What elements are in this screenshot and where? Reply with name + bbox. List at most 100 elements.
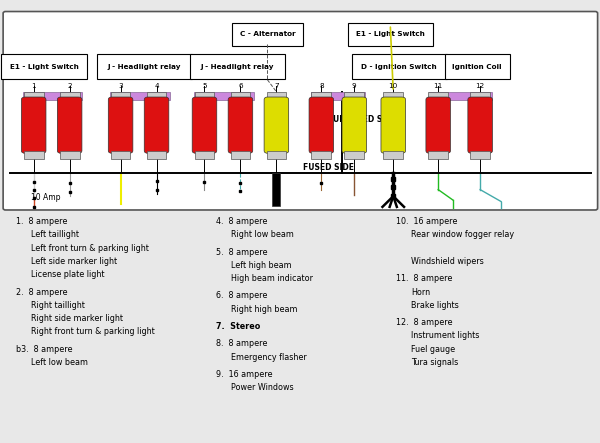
Text: J - Headlight relay: J - Headlight relay [108, 64, 181, 70]
Bar [311, 92, 365, 100]
Text: 2: 2 [67, 83, 72, 89]
FancyBboxPatch shape [264, 97, 289, 153]
Text: 8.  8 ampere: 8. 8 ampere [217, 339, 268, 348]
Text: 9: 9 [352, 83, 356, 89]
FancyBboxPatch shape [468, 97, 493, 153]
Text: Instrument lights: Instrument lights [411, 331, 479, 340]
Bar [344, 92, 364, 100]
Bar [146, 92, 166, 100]
Bar [266, 92, 286, 100]
Text: Right side marker light: Right side marker light [31, 314, 122, 323]
FancyBboxPatch shape [190, 54, 285, 79]
Bar [383, 151, 403, 159]
Text: Left low beam: Left low beam [31, 358, 88, 367]
Text: 10.  16 ampere: 10. 16 ampere [396, 217, 458, 226]
FancyBboxPatch shape [97, 54, 192, 79]
Text: 7.  Stereo: 7. Stereo [217, 322, 261, 331]
Text: 8: 8 [319, 83, 323, 89]
Bar [194, 92, 254, 100]
Bar [24, 92, 44, 100]
Text: Fuel gauge: Fuel gauge [411, 345, 455, 354]
Text: 1: 1 [31, 83, 36, 89]
FancyBboxPatch shape [144, 97, 169, 153]
FancyBboxPatch shape [108, 97, 133, 153]
Bar [470, 92, 490, 100]
Text: Left taillight: Left taillight [31, 230, 79, 239]
FancyBboxPatch shape [352, 54, 446, 79]
Text: J - Headlight relay: J - Headlight relay [200, 64, 274, 70]
FancyBboxPatch shape [342, 97, 367, 153]
Text: High beam indicator: High beam indicator [232, 274, 313, 283]
Text: 12.  8 ampere: 12. 8 ampere [396, 318, 453, 327]
FancyBboxPatch shape [309, 97, 334, 153]
Text: 7: 7 [274, 83, 279, 89]
Bar [266, 151, 286, 159]
Text: 5.  8 ampere: 5. 8 ampere [217, 248, 268, 256]
Text: Power Windows: Power Windows [232, 383, 294, 392]
Text: Left front turn & parking light: Left front turn & parking light [31, 244, 149, 253]
Bar [23, 92, 82, 100]
Bar [311, 151, 331, 159]
Bar [311, 92, 331, 100]
Bar [344, 151, 364, 159]
Bar [60, 92, 80, 100]
Text: 3: 3 [118, 83, 123, 89]
Bar [110, 92, 130, 100]
Text: 10 Amp: 10 Amp [31, 193, 61, 202]
FancyBboxPatch shape [22, 97, 46, 153]
Text: License plate light: License plate light [31, 270, 104, 279]
Bar [428, 151, 448, 159]
Text: 5: 5 [202, 83, 207, 89]
FancyBboxPatch shape [1, 54, 87, 79]
Text: FUSED SIDE: FUSED SIDE [304, 163, 355, 172]
Bar [230, 151, 250, 159]
Text: Left high beam: Left high beam [232, 261, 292, 270]
Text: Windshield wipers: Windshield wipers [411, 257, 484, 266]
Bar [146, 151, 166, 159]
Text: Right high beam: Right high beam [232, 305, 298, 314]
Text: 2.  8 ampere: 2. 8 ampere [16, 288, 67, 296]
Text: 4.  8 ampere: 4. 8 ampere [217, 217, 268, 226]
FancyBboxPatch shape [192, 97, 217, 153]
FancyBboxPatch shape [381, 97, 406, 153]
Bar [470, 151, 490, 159]
Text: Brake lights: Brake lights [411, 301, 459, 310]
FancyBboxPatch shape [426, 97, 451, 153]
Text: Rear window fogger relay: Rear window fogger relay [411, 230, 514, 239]
FancyBboxPatch shape [228, 97, 253, 153]
Text: 6: 6 [238, 83, 243, 89]
FancyBboxPatch shape [445, 54, 509, 79]
Text: Tura signals: Tura signals [411, 358, 458, 367]
Text: Right front turn & parking light: Right front turn & parking light [31, 327, 154, 336]
Text: 11: 11 [434, 83, 443, 89]
Text: 11.  8 ampere: 11. 8 ampere [396, 274, 452, 283]
Text: Left side marker light: Left side marker light [31, 257, 117, 266]
Text: E1 - Light Switch: E1 - Light Switch [10, 64, 79, 70]
Bar [194, 92, 214, 100]
FancyBboxPatch shape [232, 23, 303, 46]
FancyBboxPatch shape [3, 12, 598, 210]
Text: Emergency flasher: Emergency flasher [232, 353, 307, 361]
Text: Horn: Horn [411, 288, 430, 296]
Text: C - Alternator: C - Alternator [239, 31, 295, 37]
Text: 12: 12 [476, 83, 485, 89]
Text: Right taillight: Right taillight [31, 301, 85, 310]
Text: 9.  16 ampere: 9. 16 ampere [217, 370, 273, 379]
Text: UNFUSED SIDE: UNFUSED SIDE [334, 115, 397, 124]
Bar [110, 92, 170, 100]
Bar [110, 151, 130, 159]
Text: Ignition Coil: Ignition Coil [452, 64, 502, 70]
FancyBboxPatch shape [58, 97, 82, 153]
Text: 6.  8 ampere: 6. 8 ampere [217, 291, 268, 300]
Text: 4: 4 [154, 83, 159, 89]
FancyBboxPatch shape [348, 23, 433, 46]
Bar [428, 92, 448, 100]
Text: D - Ignition Switch: D - Ignition Switch [361, 64, 437, 70]
Bar [194, 151, 214, 159]
Text: 10: 10 [389, 83, 398, 89]
Bar [230, 92, 250, 100]
Text: 1.  8 ampere: 1. 8 ampere [16, 217, 67, 226]
Text: b3.  8 ampere: b3. 8 ampere [16, 345, 72, 354]
Bar [272, 173, 280, 206]
Text: Right low beam: Right low beam [232, 230, 295, 239]
